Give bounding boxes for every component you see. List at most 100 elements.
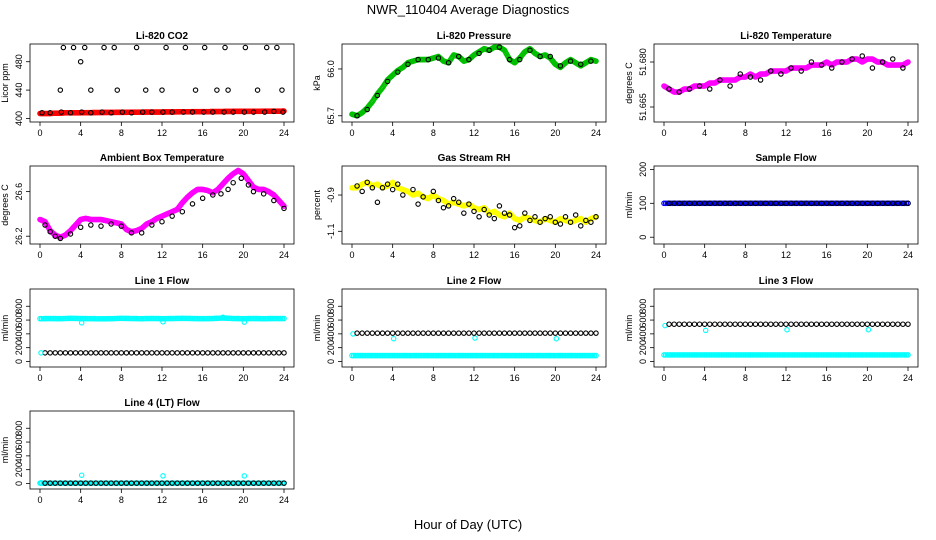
x-tick-label: 8 [119,373,124,383]
x-tick-label: 4 [78,250,83,260]
data-point [778,321,784,327]
data-point [128,480,135,486]
data-point [123,480,130,486]
data-point [133,350,140,356]
data-point [384,181,391,187]
data-point [58,109,65,115]
data-point [240,480,247,486]
data-point [72,480,79,486]
data-point [52,233,58,239]
data-point [265,350,272,356]
data-point [189,201,196,207]
panel-line-1-flow: Line 1 Flow ml/min 0 4 8 12 16 20 24 0 20040060080… [0,276,295,383]
data-point [783,200,789,207]
x-tick-label: 16 [198,373,208,383]
x-tick-label: 24 [279,128,289,138]
x-tick-label: 0 [349,373,354,383]
data-point [88,222,94,228]
data-point [666,200,672,207]
x-tick-label: 20 [550,128,560,138]
y-tick-label: 100 [638,196,648,211]
data-point [496,44,503,50]
data-point [111,44,117,51]
x-tick-label: 0 [661,250,666,260]
data-point [374,92,381,99]
data-point [281,108,287,114]
data-point [138,480,145,486]
data-point [108,480,114,486]
data-point [238,175,245,182]
x-tick-label: 12 [469,128,479,138]
x-tick-label: 4 [702,250,707,260]
data-point [798,321,804,327]
data-point [553,335,560,342]
y-axis-label: Licor ppm [0,63,10,103]
y-tick-label: 66.0 [326,60,336,78]
data-point [230,480,236,486]
data-point [374,330,381,336]
y-tick-label: 0 [326,359,336,364]
data-point [260,480,267,486]
data-point [757,321,764,327]
data-point [199,480,206,486]
series-1 [661,200,911,207]
data-point [828,65,835,71]
data-point [455,53,462,60]
data-point [788,321,794,327]
data-point [874,200,881,207]
data-point [681,200,688,207]
data-point [180,109,187,115]
panel-line-2-flow: Line 2 Flow ml/min 0 4 8 12 16 20 24 0 20040060080… [312,276,607,383]
data-point [557,221,564,227]
data-point [280,202,286,208]
panel-sample-flow: Sample Flow ml/min 0 4 8 12 16 20 24 0 100 200 [624,153,919,260]
x-tick-label: 8 [119,495,124,505]
data-point [696,321,703,327]
data-point [440,204,447,211]
data-point [189,109,196,115]
data-point [793,200,799,207]
x-tick-label: 20 [862,373,872,383]
data-point [379,330,386,336]
data-point [108,221,114,227]
data-point [225,480,231,486]
data-point [142,87,149,93]
x-tick-label: 16 [510,128,520,138]
x-tick-label: 12 [157,250,167,260]
data-point [169,213,175,219]
data-point [783,321,789,327]
data-point [859,200,865,207]
data-point [491,330,498,336]
data-point [390,335,397,342]
data-point [265,480,272,486]
data-point [532,214,538,220]
data-point [179,480,186,486]
data-point [757,77,764,83]
data-point [281,205,287,212]
data-point [696,200,703,207]
data-point [47,228,53,235]
data-point [70,44,77,51]
series-3 [354,330,599,336]
data-point [215,350,221,356]
y-tick-label: 480 [14,54,24,69]
y-tick-label: 200 [14,462,24,477]
x-tick-label: 4 [78,373,83,383]
data-point [118,480,125,486]
data-point [98,480,104,486]
data-point [737,71,743,77]
data-point [588,219,594,225]
data-point [808,321,815,327]
data-point [681,321,688,327]
data-point [379,185,386,191]
data-point [445,330,452,336]
data-point [410,330,416,336]
data-point [895,200,901,207]
data-point [435,197,442,204]
data-point [174,350,181,356]
data-point [491,215,498,222]
data-point [199,195,206,202]
data-point [466,201,472,207]
data-point [77,350,84,356]
x-tick-label: 12 [781,373,791,383]
